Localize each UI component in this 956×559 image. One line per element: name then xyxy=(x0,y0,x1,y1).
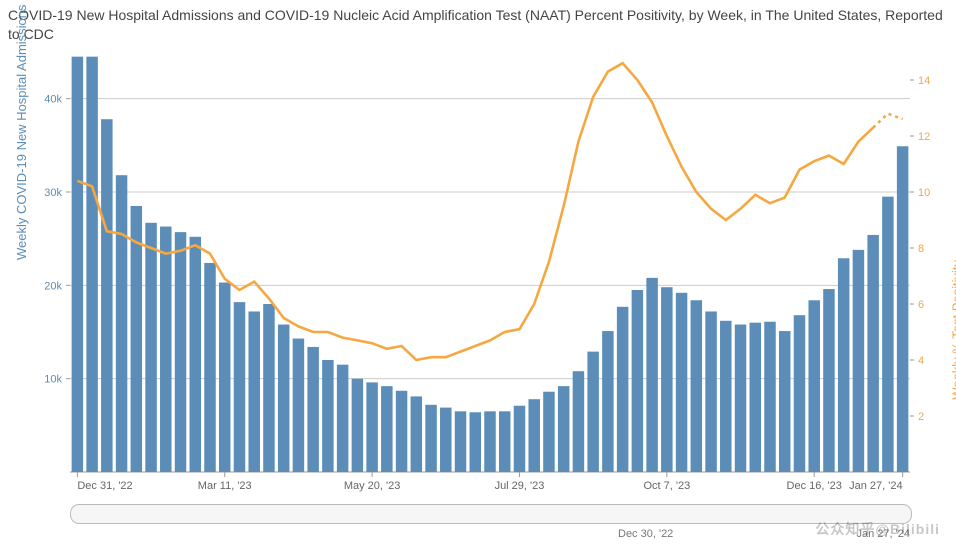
svg-text:4: 4 xyxy=(918,355,924,367)
svg-text:Jan 27, '24: Jan 27, '24 xyxy=(849,480,902,492)
svg-text:12: 12 xyxy=(918,131,930,143)
admissions-bar[interactable] xyxy=(808,300,819,472)
slider-left-label: Dec 30, '22 xyxy=(618,528,673,540)
admissions-bar[interactable] xyxy=(691,300,702,472)
date-range-slider[interactable] xyxy=(70,504,912,524)
admissions-bar[interactable] xyxy=(794,315,805,472)
admissions-bar[interactable] xyxy=(470,412,481,472)
admissions-bar[interactable] xyxy=(676,293,687,472)
admissions-bar[interactable] xyxy=(72,57,83,472)
admissions-bar[interactable] xyxy=(528,399,539,472)
admissions-bar[interactable] xyxy=(558,386,569,472)
admissions-bar[interactable] xyxy=(646,278,657,472)
svg-text:20k: 20k xyxy=(44,280,62,292)
admissions-bar[interactable] xyxy=(204,263,215,472)
admissions-bar[interactable] xyxy=(838,258,849,472)
admissions-bar[interactable] xyxy=(484,411,495,472)
y-left-axis-label: Weekly COVID-19 New Hospital Admissions xyxy=(14,4,29,260)
admissions-bar[interactable] xyxy=(573,371,584,472)
admissions-bar[interactable] xyxy=(705,311,716,472)
admissions-bar[interactable] xyxy=(293,339,304,472)
svg-text:8: 8 xyxy=(918,243,924,255)
svg-text:10k: 10k xyxy=(44,374,62,386)
admissions-bar[interactable] xyxy=(897,146,908,472)
admissions-bar[interactable] xyxy=(160,227,171,472)
admissions-bar[interactable] xyxy=(175,232,186,472)
admissions-bar[interactable] xyxy=(720,321,731,472)
admissions-bar[interactable] xyxy=(145,223,156,472)
admissions-bar[interactable] xyxy=(543,392,554,472)
admissions-bar[interactable] xyxy=(322,360,333,472)
admissions-bar[interactable] xyxy=(440,408,451,472)
admissions-bar[interactable] xyxy=(514,406,525,472)
admissions-bar[interactable] xyxy=(366,382,377,472)
admissions-bar[interactable] xyxy=(190,237,201,472)
svg-text:Oct 7, '23: Oct 7, '23 xyxy=(643,480,690,492)
admissions-bar[interactable] xyxy=(602,331,613,472)
admissions-bar[interactable] xyxy=(735,325,746,472)
admissions-bar[interactable] xyxy=(307,347,318,472)
admissions-bar[interactable] xyxy=(867,235,878,472)
admissions-bar[interactable] xyxy=(248,311,259,472)
admissions-bar[interactable] xyxy=(337,365,348,472)
admissions-bar[interactable] xyxy=(587,352,598,472)
admissions-bar[interactable] xyxy=(101,119,112,472)
admissions-bar[interactable] xyxy=(779,331,790,472)
svg-text:10: 10 xyxy=(918,187,930,199)
admissions-bar[interactable] xyxy=(882,197,893,472)
admissions-bar[interactable] xyxy=(764,322,775,472)
admissions-bar[interactable] xyxy=(396,391,407,472)
svg-text:Dec 31, '22: Dec 31, '22 xyxy=(77,480,132,492)
admissions-bar[interactable] xyxy=(86,57,97,472)
admissions-bar[interactable] xyxy=(234,302,245,472)
admissions-bar[interactable] xyxy=(116,175,127,472)
admissions-bar[interactable] xyxy=(381,386,392,472)
admissions-bar[interactable] xyxy=(352,379,363,472)
admissions-bar[interactable] xyxy=(263,304,274,472)
svg-text:Dec 16, '23: Dec 16, '23 xyxy=(787,480,842,492)
svg-text:40k: 40k xyxy=(44,94,62,106)
admissions-bar[interactable] xyxy=(661,287,672,472)
positivity-line-provisional[interactable] xyxy=(873,114,902,128)
admissions-bar[interactable] xyxy=(632,290,643,472)
y-right-axis-label: Weekly % Test Positivity xyxy=(950,260,956,400)
admissions-bar[interactable] xyxy=(455,411,466,472)
slider-right-label: Jan 27, '24 xyxy=(857,528,910,540)
svg-text:30k: 30k xyxy=(44,187,62,199)
admissions-bar[interactable] xyxy=(278,325,289,472)
svg-text:May 20, '23: May 20, '23 xyxy=(344,480,401,492)
admissions-bar[interactable] xyxy=(750,323,761,472)
svg-text:6: 6 xyxy=(918,299,924,311)
admissions-bar[interactable] xyxy=(219,283,230,472)
chart-title: COVID-19 New Hospital Admissions and COV… xyxy=(8,6,948,44)
admissions-bar[interactable] xyxy=(411,396,422,472)
admissions-bar[interactable] xyxy=(499,411,510,472)
admissions-bar[interactable] xyxy=(131,206,142,472)
admissions-bar[interactable] xyxy=(823,289,834,472)
plot-area: 10k20k30k40k2468101214Dec 31, '22Mar 11,… xyxy=(70,52,910,472)
admissions-bar[interactable] xyxy=(853,250,864,472)
chart-container: COVID-19 New Hospital Admissions and COV… xyxy=(0,0,956,559)
admissions-bar[interactable] xyxy=(425,405,436,472)
admissions-bar[interactable] xyxy=(617,307,628,472)
svg-text:Mar 11, '23: Mar 11, '23 xyxy=(198,480,252,492)
svg-text:14: 14 xyxy=(918,75,930,87)
svg-text:Jul 29, '23: Jul 29, '23 xyxy=(495,480,545,492)
svg-text:2: 2 xyxy=(918,411,924,423)
